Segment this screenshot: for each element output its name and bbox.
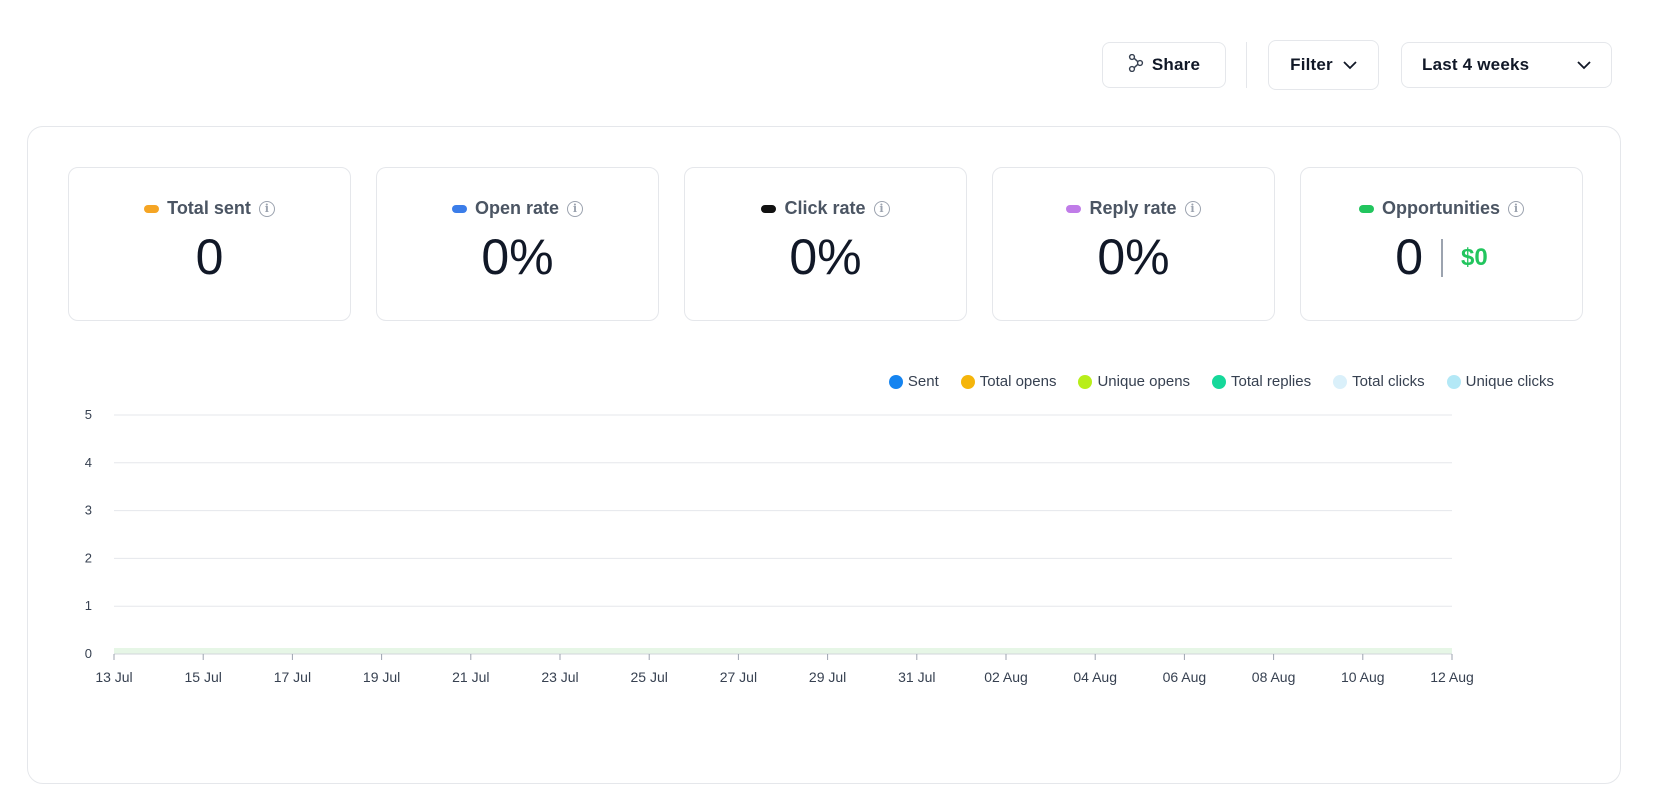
x-tick-label: 31 Jul xyxy=(898,669,935,685)
stat-label: Click rate xyxy=(784,198,866,218)
legend-item[interactable]: Unique opens xyxy=(1078,373,1190,390)
series-area xyxy=(114,648,1452,654)
legend-label: Total opens xyxy=(979,373,1057,390)
x-tick-label: 08 Aug xyxy=(1252,669,1296,685)
stat-card-opportunities: Opportunities i 0 $0 xyxy=(1300,167,1583,321)
opportunities-color-pill xyxy=(1359,204,1374,213)
filter-button-label: Filter xyxy=(1290,55,1333,74)
stat-label: Total sent xyxy=(167,198,251,218)
opportunities-separator xyxy=(1441,238,1444,277)
stat-label: Opportunities xyxy=(1382,198,1500,218)
stat-label: Open rate xyxy=(474,198,560,218)
stat-card-click-rate: Click rate i 0% xyxy=(684,167,967,321)
legend-item[interactable]: Total opens xyxy=(960,373,1057,390)
x-tick-label: 23 Jul xyxy=(541,669,578,685)
legend-dot xyxy=(960,374,975,389)
chevron-down-icon xyxy=(1577,55,1591,75)
chart-legend: Sent Total opens Unique opens Total replies… xyxy=(888,373,1554,390)
legend-item[interactable]: Unique clicks xyxy=(1446,373,1554,390)
stat-value: 0 xyxy=(195,229,224,285)
opportunities-count: 0 xyxy=(1395,229,1424,285)
x-tick-label: 06 Aug xyxy=(1163,669,1207,685)
toolbar-divider xyxy=(1246,42,1247,88)
y-tick-label: 0 xyxy=(85,646,92,661)
date-range-select[interactable]: Last 4 weeks xyxy=(1401,42,1612,88)
x-tick-label: 29 Jul xyxy=(809,669,846,685)
legend-item[interactable]: Total replies xyxy=(1212,373,1311,390)
legend-label: Sent xyxy=(907,373,939,390)
legend-dot xyxy=(1333,374,1348,389)
share-button[interactable]: Share xyxy=(1102,42,1226,88)
info-icon[interactable]: i xyxy=(567,200,584,217)
info-icon[interactable]: i xyxy=(873,200,890,217)
info-icon[interactable]: i xyxy=(1184,200,1201,217)
y-tick-label: 5 xyxy=(85,407,92,422)
legend-dot xyxy=(888,374,903,389)
click-rate-color-pill xyxy=(761,204,777,213)
x-tick-label: 12 Aug xyxy=(1430,669,1474,685)
legend-label: Unique clicks xyxy=(1465,373,1554,390)
share-icon xyxy=(1128,53,1144,77)
opportunities-values: 0 $0 xyxy=(1301,230,1582,285)
y-tick-label: 2 xyxy=(85,550,92,565)
stat-value: 0% xyxy=(789,229,862,285)
toolbar: Share Filter Last 4 weeks xyxy=(0,40,1653,90)
info-icon[interactable]: i xyxy=(1508,200,1524,217)
legend-label: Total clicks xyxy=(1352,373,1425,390)
legend-label: Unique opens xyxy=(1097,373,1191,390)
stat-card-reply-rate: Reply rate i 0% xyxy=(992,167,1275,321)
x-tick-label: 04 Aug xyxy=(1073,669,1117,685)
share-button-label: Share xyxy=(1151,55,1201,74)
x-tick-label: 10 Aug xyxy=(1341,669,1385,685)
legend-dot xyxy=(1446,374,1461,389)
legend-item[interactable]: Total clicks xyxy=(1333,373,1425,390)
stats-row: Total sent i 0 Open rate i 0% Click rate… xyxy=(68,167,1584,321)
y-tick-label: 1 xyxy=(85,598,92,613)
x-tick-label: 25 Jul xyxy=(631,669,668,685)
stat-card-open-rate: Open rate i 0% xyxy=(376,167,659,321)
analytics-card: Total sent i 0 Open rate i 0% Click rate… xyxy=(27,126,1621,784)
stat-value: 0% xyxy=(1097,229,1170,285)
legend-dot xyxy=(1212,374,1227,389)
legend-dot xyxy=(1078,374,1093,389)
filter-button[interactable]: Filter xyxy=(1268,40,1379,90)
timeseries-chart: 0 1 2 3 4 5 13 Jul 15 Jul 17 Jul 19 Jul 21 Jul 23 J… xyxy=(85,407,1474,685)
stat-card-total-sent: Total sent i 0 xyxy=(68,167,351,321)
y-tick-label: 4 xyxy=(85,455,92,470)
x-tick-label: 02 Aug xyxy=(984,669,1028,685)
chevron-down-icon xyxy=(1343,55,1357,75)
stat-label: Reply rate xyxy=(1089,198,1177,218)
legend-label: Total replies xyxy=(1231,373,1312,390)
legend-item[interactable]: Sent xyxy=(888,373,939,390)
total-sent-color-pill xyxy=(144,204,160,213)
date-range-label: Last 4 weeks xyxy=(1422,55,1530,74)
y-tick-label: 3 xyxy=(85,503,92,518)
x-tick-label: 15 Jul xyxy=(185,669,222,685)
open-rate-color-pill xyxy=(451,204,467,213)
x-tick-label: 21 Jul xyxy=(452,669,489,685)
info-icon[interactable]: i xyxy=(258,200,275,217)
x-tick-label: 13 Jul xyxy=(95,669,132,685)
x-tick-label: 19 Jul xyxy=(363,669,400,685)
x-tick-label: 27 Jul xyxy=(720,669,757,685)
x-tick-label: 17 Jul xyxy=(274,669,311,685)
reply-rate-color-pill xyxy=(1066,204,1082,213)
opportunities-value: $0 xyxy=(1461,243,1488,271)
stat-value: 0% xyxy=(481,229,554,285)
